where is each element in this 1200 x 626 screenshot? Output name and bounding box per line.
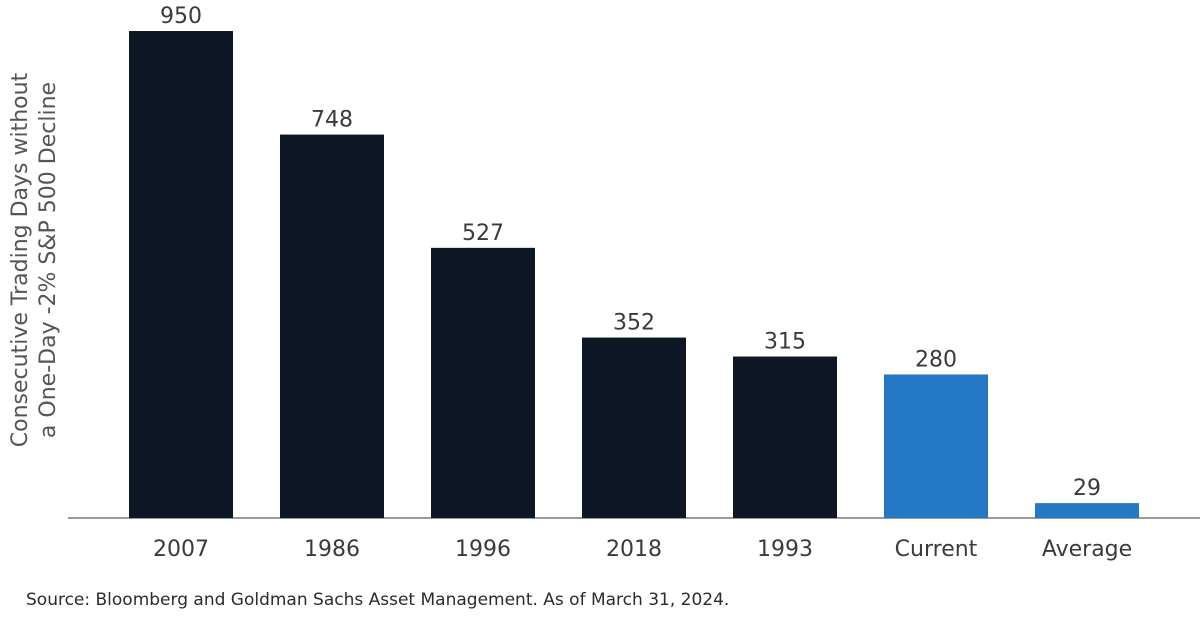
bar-1986 <box>280 134 384 518</box>
value-label-2007: 950 <box>160 4 202 29</box>
value-label-current: 280 <box>915 347 957 372</box>
x-tick-label-1996: 1996 <box>455 537 511 562</box>
x-tick-label-2007: 2007 <box>153 537 209 562</box>
value-label-1993: 315 <box>764 330 806 355</box>
bar-current <box>884 374 988 518</box>
bar-1996 <box>431 247 535 519</box>
value-label-1996: 527 <box>462 221 504 246</box>
y-axis-label: Consecutive Trading Days without a One-D… <box>8 72 61 447</box>
bar-2018 <box>582 337 686 518</box>
y-axis-label-line-1: Consecutive Trading Days without <box>8 72 33 447</box>
x-tick-label-current: Current <box>895 537 978 562</box>
value-label-2018: 352 <box>613 311 655 336</box>
x-tick-label-average: Average <box>1042 537 1132 562</box>
x-tick-label-2018: 2018 <box>606 537 662 562</box>
x-tick-label-1993: 1993 <box>757 537 813 562</box>
bar-1993 <box>733 356 837 518</box>
source-note: Source: Bloomberg and Goldman Sachs Asse… <box>26 590 730 610</box>
bar-2007 <box>129 31 233 518</box>
bar-chart: Consecutive Trading Days without a One-D… <box>8 4 1200 562</box>
bars: 950 2007 748 1986 527 1996 352 2018 315 1993 280 Cu… <box>129 4 1139 562</box>
x-tick-label-1986: 1986 <box>304 537 360 562</box>
value-label-1986: 748 <box>311 108 353 133</box>
value-label-average: 29 <box>1073 476 1101 501</box>
y-axis-label-line-2: a One-Day -2% S&P 500 Decline <box>36 82 61 438</box>
bar-average <box>1035 503 1139 518</box>
